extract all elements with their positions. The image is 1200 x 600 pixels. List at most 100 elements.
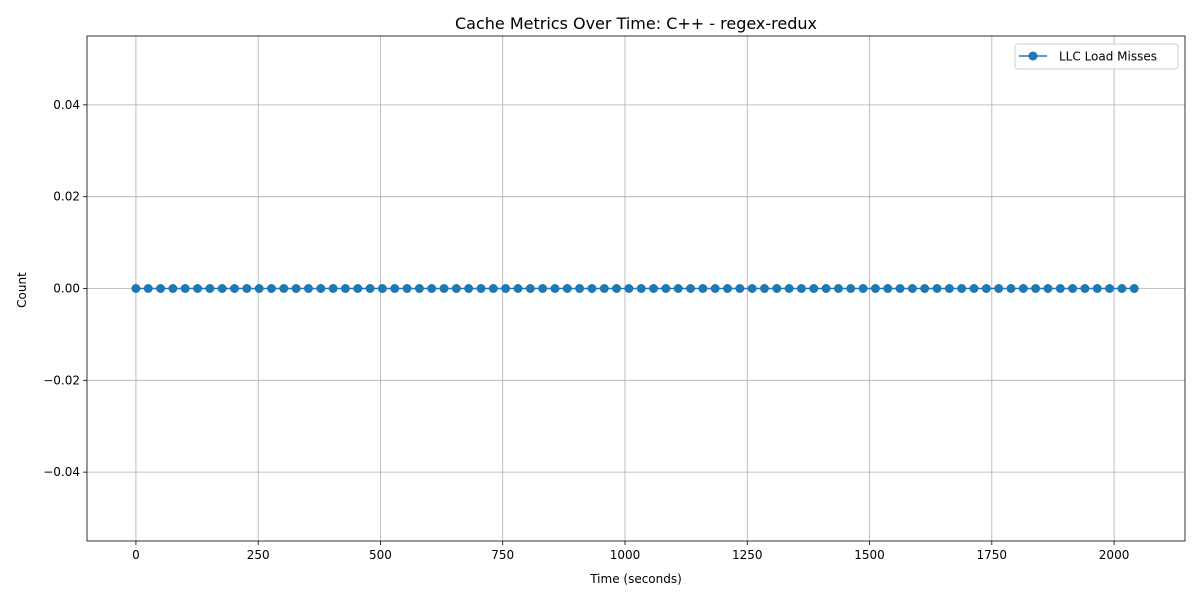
y-tick-label: 0.04 <box>53 98 80 112</box>
data-point <box>562 284 572 293</box>
data-point <box>1031 284 1041 293</box>
x-tick-label: 1500 <box>854 548 885 562</box>
data-point <box>525 284 535 293</box>
legend: LLC Load Misses <box>1014 43 1179 70</box>
data-point <box>279 284 289 293</box>
data-point <box>427 284 437 293</box>
data-point <box>1080 284 1090 293</box>
data-point <box>944 284 954 293</box>
data-point <box>1129 284 1139 293</box>
data-point <box>242 284 252 293</box>
data-point <box>205 284 215 293</box>
data-point <box>488 284 498 293</box>
data-point <box>476 284 486 293</box>
data-point <box>550 284 560 293</box>
data-point <box>538 284 548 293</box>
data-point <box>809 284 819 293</box>
data-point <box>969 284 979 293</box>
data-point <box>390 284 400 293</box>
data-point <box>328 284 338 293</box>
x-tick-label: 1250 <box>732 548 763 562</box>
data-point <box>513 284 523 293</box>
data-point <box>1055 284 1065 293</box>
chart-title: Cache Metrics Over Time: C++ - regex-red… <box>455 14 817 33</box>
data-point <box>501 284 511 293</box>
plot-frame <box>86 35 1186 542</box>
data-point <box>846 284 856 293</box>
data-point <box>710 284 720 293</box>
data-point <box>1043 284 1053 293</box>
x-tick-label: 1750 <box>977 548 1008 562</box>
legend-box <box>1014 43 1179 70</box>
data-point <box>673 284 683 293</box>
x-tick-label: 1000 <box>610 548 641 562</box>
y-tick-label: 0.00 <box>53 282 80 296</box>
data-point <box>377 284 387 293</box>
data-point <box>907 284 917 293</box>
data-point <box>587 284 597 293</box>
data-point <box>957 284 967 293</box>
data-point <box>575 284 585 293</box>
data-point <box>932 284 942 293</box>
data-point <box>1018 284 1028 293</box>
data-point <box>353 284 363 293</box>
series-layer <box>131 284 1139 293</box>
data-point <box>168 284 178 293</box>
data-point <box>759 284 769 293</box>
data-point <box>821 284 831 293</box>
data-point <box>1068 284 1078 293</box>
data-point <box>143 284 153 293</box>
legend-marker-swatch <box>1028 51 1038 61</box>
data-point <box>156 284 166 293</box>
data-point <box>735 284 745 293</box>
data-point <box>772 284 782 293</box>
data-point <box>266 284 276 293</box>
data-point <box>464 284 474 293</box>
data-point <box>340 284 350 293</box>
data-point <box>1092 284 1102 293</box>
data-point <box>230 284 240 293</box>
data-point <box>661 284 671 293</box>
data-point <box>784 284 794 293</box>
data-point <box>858 284 868 293</box>
ticks-layer: 0 250 500 750 1000 1250 1500 1750 2000 −0.04 −0.02… <box>43 98 1129 562</box>
data-point <box>994 284 1004 293</box>
data-point <box>883 284 893 293</box>
legend-label-series-0: LLC Load Misses <box>1059 50 1157 64</box>
x-tick-label: 750 <box>491 548 514 562</box>
data-point <box>747 284 757 293</box>
data-point <box>365 284 375 293</box>
y-tick-label: −0.02 <box>43 373 80 387</box>
x-tick-label: 250 <box>247 548 270 562</box>
data-point <box>920 284 930 293</box>
data-point <box>316 284 326 293</box>
data-point <box>698 284 708 293</box>
data-point <box>796 284 806 293</box>
x-axis-label: Time (seconds) <box>589 572 682 586</box>
data-point <box>1117 284 1127 293</box>
data-point <box>291 284 301 293</box>
data-point <box>723 284 733 293</box>
data-point <box>414 284 424 293</box>
data-point <box>402 284 412 293</box>
data-point <box>303 284 313 293</box>
x-tick-label: 2000 <box>1099 548 1130 562</box>
data-point <box>599 284 609 293</box>
data-point <box>612 284 622 293</box>
data-point <box>217 284 227 293</box>
data-point <box>1006 284 1016 293</box>
x-tick-label: 0 <box>132 548 140 562</box>
data-point <box>193 284 203 293</box>
data-point <box>254 284 264 293</box>
data-point <box>1105 284 1115 293</box>
y-tick-label: 0.02 <box>53 190 80 204</box>
data-point <box>624 284 634 293</box>
data-point <box>439 284 449 293</box>
data-point <box>833 284 843 293</box>
y-axis-label: Count <box>15 272 29 308</box>
x-tick-label: 500 <box>369 548 392 562</box>
y-tick-label: −0.04 <box>43 465 80 479</box>
data-point <box>686 284 696 293</box>
